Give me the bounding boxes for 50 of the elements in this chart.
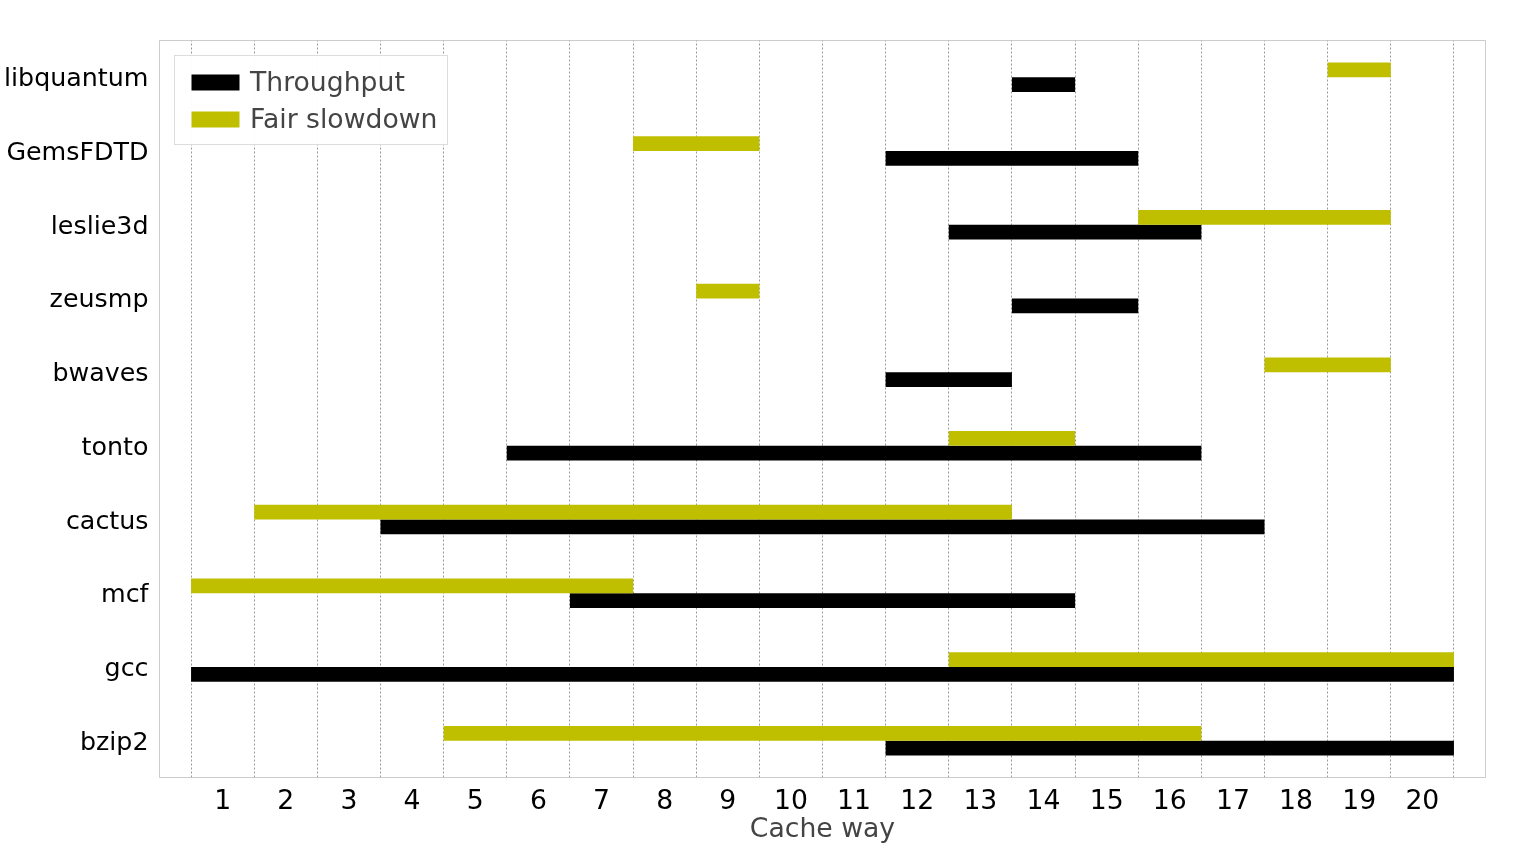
bar — [1264, 357, 1391, 373]
x-tick-label: 8 — [656, 783, 674, 815]
y-tick-label: bwaves — [52, 357, 149, 388]
bar — [254, 504, 1012, 520]
legend-label: Fair slowdown — [250, 103, 438, 134]
x-tick-label: 20 — [1405, 783, 1440, 815]
x-tick-label: 16 — [1152, 783, 1187, 815]
y-tick-label: zeusmp — [49, 283, 149, 314]
x-tick-label: 5 — [466, 783, 484, 815]
y-tick-label: tonto — [81, 430, 149, 461]
x-tick-label: 15 — [1089, 783, 1124, 815]
y-tick-label: gcc — [104, 651, 149, 682]
bar — [443, 725, 1202, 741]
bar — [885, 372, 1012, 387]
bar — [633, 136, 760, 152]
y-tick-label: GemsFDTD — [6, 136, 149, 167]
bar — [885, 740, 1454, 756]
bar — [885, 151, 1139, 166]
bar — [948, 652, 1454, 667]
bar — [948, 431, 1076, 446]
x-tick-label: 6 — [529, 783, 547, 815]
y-tick-label: leslie3d — [50, 209, 149, 240]
bar — [191, 578, 634, 594]
x-tick-label: 7 — [593, 783, 610, 815]
bar — [1011, 77, 1076, 93]
bar — [1011, 298, 1139, 314]
x-tick-label: 13 — [963, 783, 998, 815]
legend-label: Throughput — [250, 66, 405, 97]
x-tick-label: 3 — [340, 783, 358, 815]
x-tick-label: 9 — [719, 783, 737, 815]
bar — [1327, 62, 1391, 78]
y-tick-label: bzip2 — [79, 725, 149, 756]
x-tick-label: 4 — [403, 783, 421, 815]
bar — [380, 519, 1265, 535]
bar — [569, 593, 1076, 608]
y-tick-label: mcf — [100, 578, 150, 609]
bar — [696, 283, 760, 299]
x-tick-label: 12 — [900, 783, 935, 815]
x-tick-label: 14 — [1026, 783, 1061, 815]
y-tick-label: cactus — [65, 504, 149, 535]
bar — [948, 224, 1202, 240]
x-tick-label: 2 — [277, 783, 295, 815]
bar — [506, 445, 1202, 461]
x-tick-label: 19 — [1342, 783, 1377, 815]
y-tick-label: libquantum — [3, 62, 149, 93]
x-tick-label: 1 — [214, 783, 232, 815]
x-tick-label: 17 — [1215, 783, 1250, 815]
bar — [191, 666, 1454, 682]
bar — [1138, 210, 1391, 225]
x-tick-label: 18 — [1279, 783, 1314, 815]
